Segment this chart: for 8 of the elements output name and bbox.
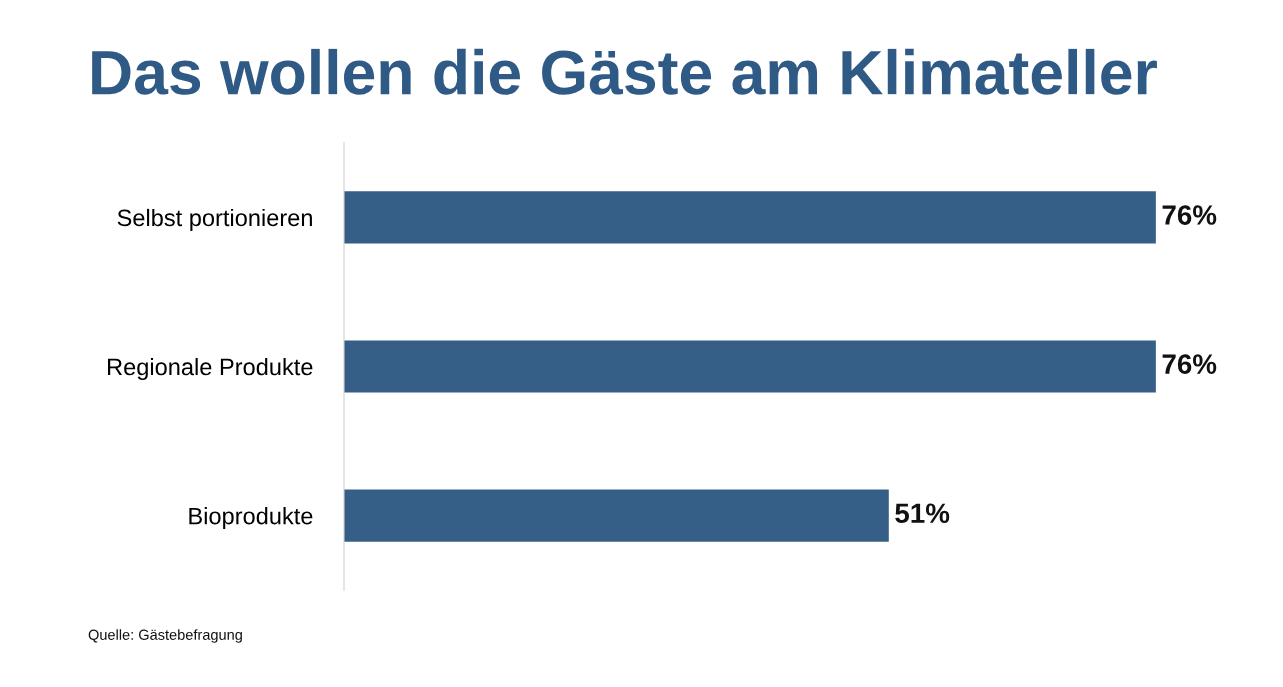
y-tick-label: Selbst portionieren xyxy=(117,208,312,231)
data-label: 76% xyxy=(1162,354,1217,374)
data-label: 76% xyxy=(1162,205,1217,225)
y-tick-label: Bioprodukte xyxy=(189,507,313,530)
source-note: Quelle: Gästebefragung xyxy=(88,629,242,643)
y-tick-label: Regionale Produkte xyxy=(108,357,313,380)
data-label: 51% xyxy=(895,503,950,524)
chart-title: Das wollen die Gäste am Klimateller xyxy=(92,48,1157,95)
